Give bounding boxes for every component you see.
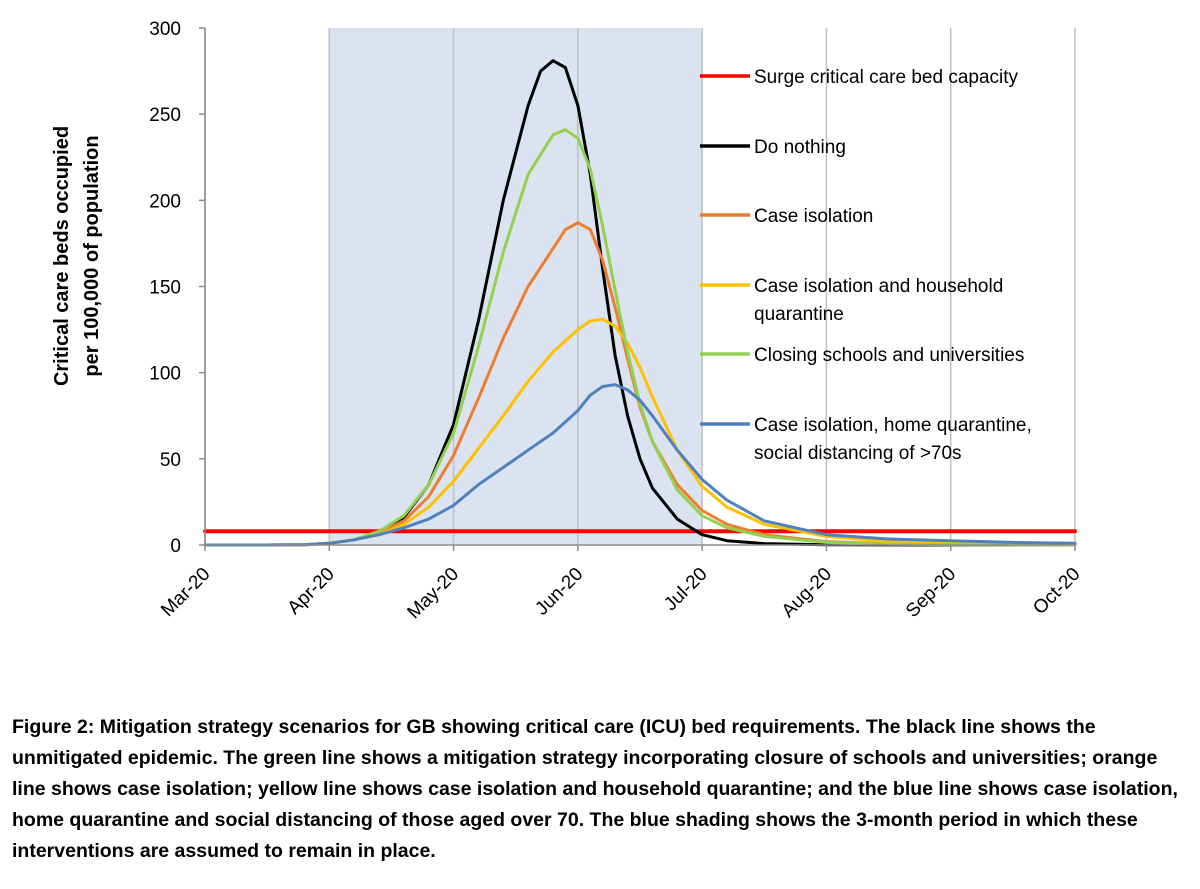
y-tick-label: 300 bbox=[149, 19, 181, 40]
legend-label: Case isolation, home quarantine, bbox=[754, 415, 1032, 436]
y-tick-label: 100 bbox=[149, 364, 181, 385]
legend-label: quarantine bbox=[754, 304, 844, 325]
series-layer bbox=[203, 59, 1077, 547]
series-line-case-isolation-home-quarantine-social-distancing-of-70s bbox=[203, 383, 1077, 547]
legend-label: Do nothing bbox=[754, 137, 846, 158]
y-tick-label: 250 bbox=[149, 105, 181, 126]
legend: Surge critical care bed capacity Do nothi… bbox=[700, 67, 1032, 464]
x-tick-label: Jul-20 bbox=[660, 564, 711, 615]
intervention-shading bbox=[329, 28, 703, 545]
x-tick-label: May-20 bbox=[403, 564, 463, 624]
x-tick-label: Aug-20 bbox=[778, 564, 836, 622]
figure-caption: Figure 2: Mitigation strategy scenarios … bbox=[12, 716, 1178, 862]
x-tick-label: Oct-20 bbox=[1029, 564, 1084, 619]
x-tick-label: Mar-20 bbox=[157, 564, 214, 621]
x-tick-label: Apr-20 bbox=[284, 564, 339, 619]
legend-label: Closing schools and universities bbox=[754, 345, 1024, 366]
y-tick-label: 200 bbox=[149, 191, 181, 212]
label-layer: Critical care beds occupied per 100,000 o… bbox=[51, 126, 103, 386]
legend-label: Case isolation bbox=[754, 206, 873, 227]
series-line-closing-schools-and-universities bbox=[203, 128, 1077, 547]
legend-label: social distancing of >70s bbox=[754, 443, 962, 464]
y-axis-label: per 100,000 of population bbox=[81, 135, 103, 376]
x-tick-label: Jun-20 bbox=[531, 564, 587, 620]
y-tick-label: 50 bbox=[160, 450, 181, 471]
y-tick-label: 0 bbox=[170, 536, 181, 557]
x-tick-label: Sep-20 bbox=[902, 564, 960, 622]
shading-layer bbox=[329, 28, 703, 545]
legend-label: Surge critical care bed capacity bbox=[754, 67, 1019, 88]
legend-label: Case isolation and household bbox=[754, 276, 1003, 297]
y-tick-label: 150 bbox=[149, 278, 181, 299]
y-axis-label: Critical care beds occupied bbox=[51, 126, 73, 386]
icu-beds-line-chart: 0 50 100 150 200 250 300 Mar-20 Apr-20 May-20 Jun-… bbox=[51, 19, 1085, 624]
